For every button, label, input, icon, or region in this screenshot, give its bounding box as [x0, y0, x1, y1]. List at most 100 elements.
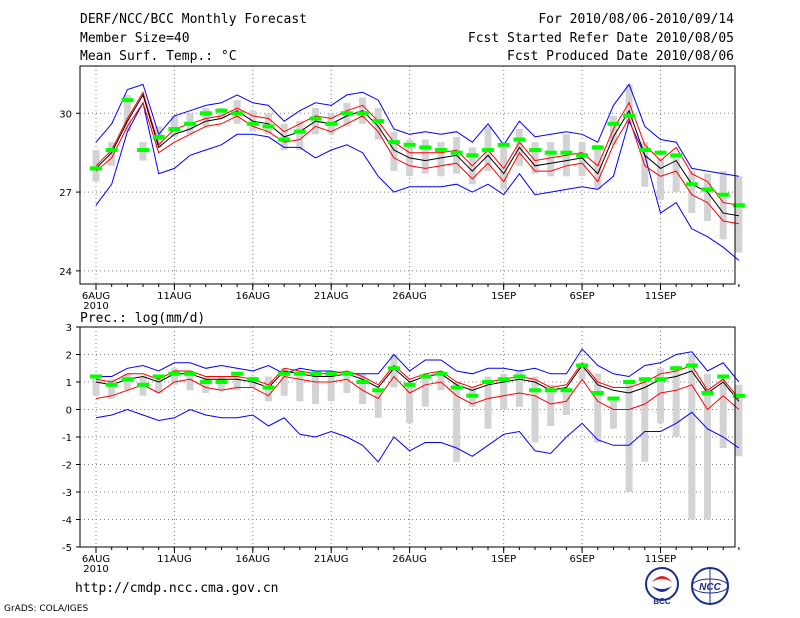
- observed-marker: [544, 150, 557, 155]
- ensemble-box: [123, 373, 131, 391]
- observed-marker: [419, 145, 432, 150]
- ensemble-box: [719, 171, 727, 240]
- observed-marker: [403, 142, 416, 147]
- observed-marker: [309, 371, 322, 376]
- observed-marker: [105, 148, 118, 153]
- ensemble-box: [280, 368, 288, 396]
- observed-marker: [387, 140, 400, 145]
- ensemble-box: [233, 373, 241, 391]
- ensemble-box: [547, 384, 555, 426]
- observed-marker: [246, 121, 259, 126]
- y-tick-label: 1: [66, 378, 72, 389]
- series-line-mean: [95, 364, 740, 402]
- y-tick-label: 30: [59, 109, 72, 120]
- ensemble-box: [547, 142, 555, 177]
- observed-marker: [121, 377, 134, 382]
- ensemble-box: [500, 373, 508, 410]
- observed-marker: [560, 388, 573, 393]
- observed-marker: [529, 388, 542, 393]
- observed-marker: [591, 391, 604, 395]
- observed-marker: [419, 374, 432, 379]
- observed-marker: [278, 371, 291, 376]
- y-tick-label: -3: [62, 488, 72, 499]
- observed-marker: [152, 134, 165, 139]
- ensemble-box: [312, 371, 320, 404]
- x-tick-label: 6SEP: [570, 554, 595, 565]
- ensemble-box: [217, 108, 225, 119]
- ensemble-box: [672, 365, 680, 437]
- observed-marker: [607, 396, 620, 401]
- y-tick-label: -1: [62, 433, 72, 444]
- ensemble-box: [390, 131, 398, 172]
- chart-title: DERF/NCC/BCC Monthly Forecast: [80, 12, 307, 27]
- x-tick-label: 16AUG: [235, 554, 270, 565]
- observed-marker: [90, 166, 102, 171]
- variable-label: Mean Surf. Temp.: °C: [80, 49, 237, 64]
- ncc-logo-text: NCC: [699, 582, 721, 593]
- observed-marker: [701, 187, 714, 192]
- observed-marker: [137, 382, 150, 387]
- ensemble-box: [406, 382, 414, 424]
- series-line-spread-lower: [95, 101, 739, 225]
- ensemble-box: [296, 121, 304, 151]
- ensemble-box: [202, 376, 210, 393]
- observed-marker: [482, 380, 494, 384]
- observed-marker: [685, 182, 698, 187]
- ensemble-box: [688, 171, 696, 214]
- ensemble-box: [327, 371, 335, 402]
- ensemble-box: [170, 115, 178, 137]
- ensemble-box: [437, 142, 445, 177]
- observed-marker: [325, 121, 338, 126]
- observed-marker: [497, 377, 510, 382]
- observed-marker: [638, 377, 651, 382]
- y-tick-label: 3: [66, 323, 72, 334]
- observed-marker: [670, 366, 683, 371]
- ensemble-box: [92, 150, 100, 182]
- observed-marker: [372, 388, 385, 393]
- series-line-spread-upper: [95, 91, 739, 206]
- observed-marker: [372, 119, 385, 124]
- ensemble-box: [531, 142, 539, 174]
- observed-marker: [638, 148, 651, 153]
- ensemble-box: [609, 115, 617, 145]
- series-line-spread-upper: [95, 361, 740, 399]
- y-tick-label: -4: [62, 516, 72, 527]
- ensemble-box: [578, 142, 586, 177]
- observed-marker: [685, 363, 698, 368]
- source-url[interactable]: http://cmdp.ncc.cma.gov.cn: [75, 581, 279, 596]
- observed-marker: [560, 150, 573, 155]
- observed-marker: [450, 150, 463, 155]
- observed-marker: [215, 108, 228, 113]
- observed-marker: [670, 153, 683, 158]
- x-tick-label: 1SEP: [491, 291, 516, 302]
- observed-marker: [121, 98, 134, 103]
- prec-title: Prec.: log(mm/d): [80, 311, 205, 326]
- observed-marker: [199, 111, 212, 116]
- observed-marker: [152, 374, 165, 379]
- ensemble-box: [704, 373, 712, 520]
- observed-marker: [293, 129, 306, 134]
- year-label: 2010: [83, 301, 108, 312]
- observed-marker: [654, 377, 667, 382]
- y-tick-label: -2: [62, 461, 72, 472]
- observed-marker: [356, 380, 369, 384]
- observed-marker: [199, 380, 212, 384]
- observed-marker: [701, 391, 714, 395]
- ensemble-box: [609, 398, 617, 429]
- observed-marker: [717, 374, 730, 379]
- ensemble-box: [594, 373, 602, 443]
- observed-marker: [497, 142, 510, 147]
- observed-marker: [576, 153, 589, 158]
- observed-marker: [466, 393, 479, 398]
- observed-marker: [278, 137, 291, 142]
- x-tick-label: 16AUG: [235, 291, 270, 302]
- observed-marker: [309, 116, 322, 121]
- ensemble-box: [123, 94, 131, 132]
- y-tick-label: 24: [59, 267, 72, 278]
- ensemble-box: [688, 354, 696, 520]
- year-label: 2010: [83, 564, 108, 575]
- observed-marker: [544, 388, 557, 393]
- observed-marker: [262, 124, 275, 129]
- ensemble-box: [390, 354, 398, 388]
- observed-marker: [340, 371, 353, 376]
